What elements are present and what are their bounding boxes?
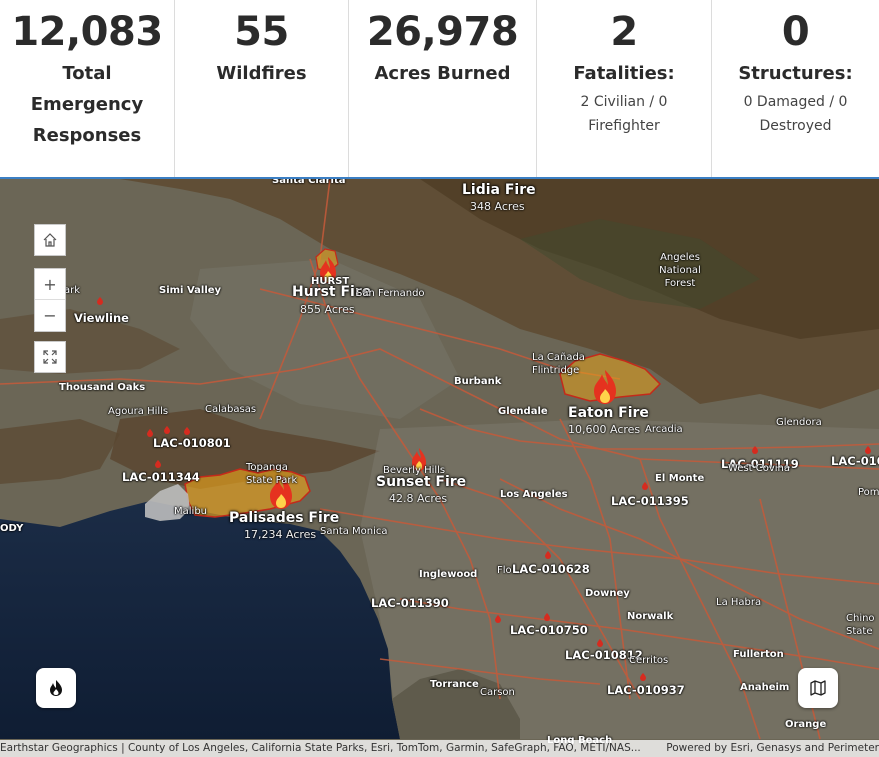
place-label: Torrance [430, 679, 479, 690]
place-label: El Monte [655, 473, 705, 484]
stat-value: 26,978 [366, 9, 519, 55]
stat-sub: Destroyed [759, 118, 832, 134]
attribution-powered-by[interactable]: Powered by Esri, Genasys and Perimeter [666, 742, 879, 754]
fire-acres-palisades: 17,234 Acres [244, 528, 317, 541]
place-label: Thousand Oaks [59, 382, 146, 393]
fire-map[interactable]: Lidia Fire 348 Acres HURST Hurst Fire 85… [0, 177, 879, 757]
stat-fatalities: 2 Fatalities: 2 Civilian / 0 Firefighter [537, 0, 712, 177]
place-label: Malibu [174, 506, 207, 517]
stat-label: Total [62, 63, 112, 84]
place-label: Agoura Hills [108, 406, 169, 417]
place-label: Flo [497, 565, 512, 576]
place-label: Calabasas [205, 404, 257, 415]
place-label: Anaheim [740, 682, 790, 693]
stat-acres-burned: 26,978 Acres Burned [349, 0, 537, 177]
incident-label[interactable]: LAC-010812 [565, 648, 643, 662]
stat-wildfires: 55 Wildfires [175, 0, 349, 177]
place-label: Beverly Hills [383, 465, 446, 476]
place-label: Carson [480, 687, 515, 698]
place-label: Santa Clarita [272, 177, 346, 186]
stat-label: Fatalities: [573, 63, 675, 84]
place-label: Fullerton [733, 649, 784, 660]
stat-structures: 0 Structures: 0 Damaged / 0 Destroyed [712, 0, 879, 177]
place-label: Chino [846, 613, 875, 624]
expand-icon [43, 350, 57, 364]
place-label: ODY [0, 523, 24, 534]
place-label: Glendale [498, 406, 548, 417]
fire-acres-sunset: 42.8 Acres [389, 492, 448, 505]
stat-sub: Firefighter [588, 118, 660, 134]
fire-markers [270, 257, 616, 509]
zoom-in-button[interactable]: + [35, 269, 65, 300]
home-icon [43, 233, 57, 247]
stat-label: Wildfires [216, 63, 307, 84]
incident-label[interactable]: LAC-010801 [153, 436, 231, 450]
place-label: Simi Valley [159, 285, 222, 296]
map-basemap [0, 179, 879, 757]
fire-tag-hurst: HURST [311, 276, 350, 287]
flame-icon [50, 680, 62, 696]
fire-acres-hurst: 855 Acres [300, 303, 355, 316]
place-label: Inglewood [419, 569, 478, 580]
viewline-label[interactable]: Viewline [74, 311, 129, 325]
stat-emergency-responses: 12,083 Total Emergency Responses [0, 0, 175, 177]
fire-acres-eaton: 10,600 Acres [568, 423, 641, 436]
fire-layer-button[interactable] [36, 668, 76, 708]
place-label: State [846, 626, 873, 637]
stat-label: Acres Burned [374, 63, 511, 84]
stat-label: Structures: [738, 63, 853, 84]
stat-sub: 0 Damaged / 0 [743, 94, 848, 110]
stat-value: 55 [234, 9, 289, 55]
stat-label: Emergency [30, 94, 144, 115]
place-label: San Fernando [356, 288, 425, 299]
incident-label[interactable]: LAC-011395 [611, 494, 689, 508]
place-label: Santa Monica [320, 526, 388, 537]
fire-label-eaton[interactable]: Eaton Fire [568, 405, 649, 421]
zoom-out-button[interactable]: − [43, 306, 57, 325]
fire-label-lidia[interactable]: Lidia Fire [462, 182, 536, 198]
stats-bar: 12,083 Total Emergency Responses 55 Wild… [0, 0, 879, 177]
incident-label[interactable]: LAC-010937 [607, 683, 685, 697]
attribution-sources[interactable]: Earthstar Geographics | County of Los An… [0, 742, 641, 754]
stat-label: Responses [32, 125, 142, 146]
incident-label[interactable]: LAC-011390 [371, 596, 449, 610]
stat-value: 12,083 [11, 9, 163, 55]
incident-label[interactable]: LAC-011119 [721, 457, 799, 471]
incident-label[interactable]: LAC-010 [831, 454, 879, 468]
incident-label[interactable]: LAC-010750 [510, 623, 588, 637]
place-label: Glendora [776, 417, 822, 428]
place-label: Angeles National Forest [659, 252, 701, 289]
place-label: Los Angeles [500, 489, 568, 500]
map-attribution: Earthstar Geographics | County of Los An… [0, 740, 879, 757]
stat-value: 2 [610, 9, 638, 55]
place-label: Downey [585, 588, 630, 599]
place-label: Cerritos [629, 655, 669, 666]
place-label: Orange [785, 719, 827, 730]
fire-acres-lidia: 348 Acres [470, 200, 525, 213]
place-label: La Cañada Flintridge [532, 352, 585, 376]
incident-label[interactable]: LAC-011344 [122, 470, 200, 484]
place-label: West Covina [728, 463, 791, 474]
place-label: Topanga State Park [246, 462, 298, 486]
home-button[interactable] [34, 224, 66, 256]
fire-label-sunset[interactable]: Sunset Fire [376, 474, 467, 490]
stat-sub: 2 Civilian / 0 [580, 94, 668, 110]
stat-value: 0 [781, 9, 810, 55]
fire-label-palisades[interactable]: Palisades Fire [229, 510, 340, 526]
place-label: La Habra [716, 597, 762, 608]
fire-label-hurst[interactable]: Hurst Fire [292, 284, 372, 300]
zoom-controls: + − [34, 268, 66, 332]
place-label: Pomona [858, 487, 879, 498]
map-icon [810, 680, 826, 696]
incident-label[interactable]: LAC-010628 [512, 562, 590, 576]
place-label: Burbank [454, 376, 502, 387]
place-label: ark [64, 285, 81, 296]
place-label: Arcadia [645, 424, 683, 435]
place-label: Norwalk [627, 611, 674, 622]
fullscreen-button[interactable] [34, 341, 66, 373]
basemap-toggle-button[interactable] [798, 668, 838, 708]
